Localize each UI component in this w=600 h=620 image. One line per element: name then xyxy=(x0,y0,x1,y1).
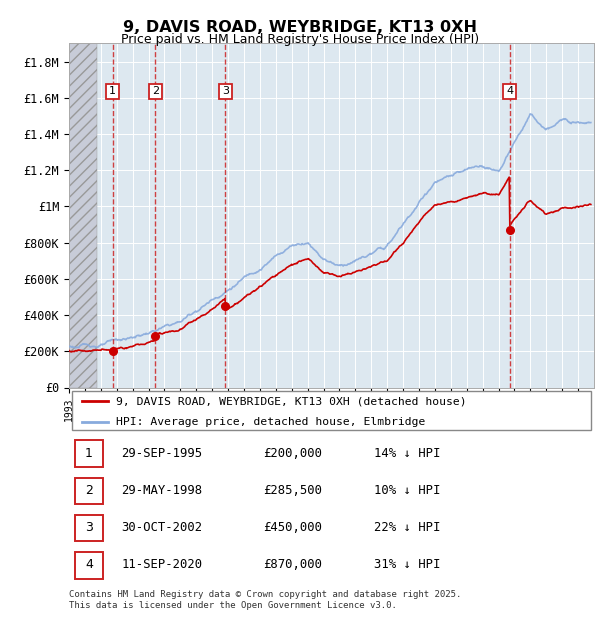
FancyBboxPatch shape xyxy=(76,515,103,541)
FancyBboxPatch shape xyxy=(76,552,103,578)
Text: 4: 4 xyxy=(506,86,513,96)
Text: 10% ↓ HPI: 10% ↓ HPI xyxy=(373,484,440,497)
FancyBboxPatch shape xyxy=(76,440,103,467)
Text: 31% ↓ HPI: 31% ↓ HPI xyxy=(373,559,440,572)
Text: 1: 1 xyxy=(85,447,93,460)
Bar xyxy=(69,43,97,388)
Text: Price paid vs. HM Land Registry's House Price Index (HPI): Price paid vs. HM Land Registry's House … xyxy=(121,33,479,46)
Text: 29-SEP-1995: 29-SEP-1995 xyxy=(121,447,203,460)
Text: £285,500: £285,500 xyxy=(263,484,322,497)
Text: £450,000: £450,000 xyxy=(263,521,322,534)
Text: £870,000: £870,000 xyxy=(263,559,322,572)
Text: 3: 3 xyxy=(222,86,229,96)
Text: 4: 4 xyxy=(85,559,93,572)
Text: 2: 2 xyxy=(85,484,93,497)
Text: 11-SEP-2020: 11-SEP-2020 xyxy=(121,559,203,572)
Text: 22% ↓ HPI: 22% ↓ HPI xyxy=(373,521,440,534)
Text: 14% ↓ HPI: 14% ↓ HPI xyxy=(373,447,440,460)
Text: 3: 3 xyxy=(85,521,93,534)
Text: 9, DAVIS ROAD, WEYBRIDGE, KT13 0XH (detached house): 9, DAVIS ROAD, WEYBRIDGE, KT13 0XH (deta… xyxy=(116,396,467,407)
FancyBboxPatch shape xyxy=(71,391,592,430)
Text: Contains HM Land Registry data © Crown copyright and database right 2025.
This d: Contains HM Land Registry data © Crown c… xyxy=(69,590,461,609)
Text: £200,000: £200,000 xyxy=(263,447,322,460)
FancyBboxPatch shape xyxy=(76,477,103,504)
Text: 29-MAY-1998: 29-MAY-1998 xyxy=(121,484,203,497)
Text: 9, DAVIS ROAD, WEYBRIDGE, KT13 0XH: 9, DAVIS ROAD, WEYBRIDGE, KT13 0XH xyxy=(123,20,477,35)
Text: 1: 1 xyxy=(109,86,116,96)
Text: 30-OCT-2002: 30-OCT-2002 xyxy=(121,521,203,534)
Text: 2: 2 xyxy=(152,86,159,96)
Text: HPI: Average price, detached house, Elmbridge: HPI: Average price, detached house, Elmb… xyxy=(116,417,425,427)
